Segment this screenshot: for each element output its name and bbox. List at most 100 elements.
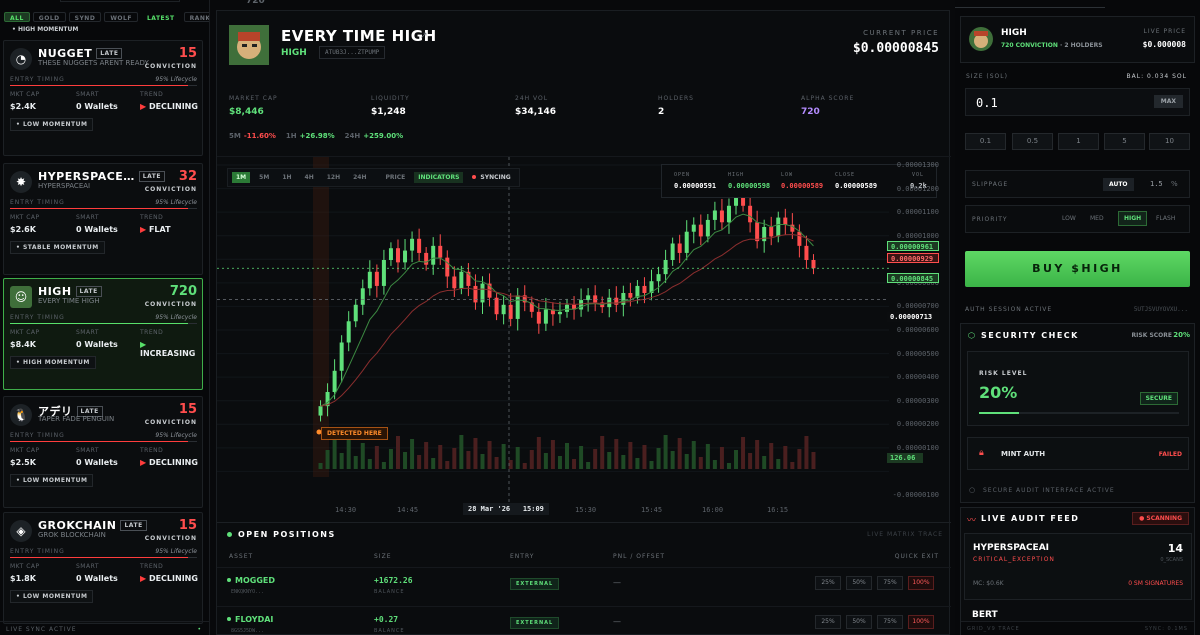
risk-level-label: RISK LEVEL [979,370,1028,377]
trend-value: ▶ DECLINING [140,102,198,111]
live-dot-icon [227,532,232,537]
candle-body [719,210,724,223]
slippage-auto-button[interactable]: AUTO [1103,178,1134,191]
audit-next-item[interactable]: BERT [972,610,998,620]
chart-toolbar: 1M 5M 1H 4H 12H 24H PRICE INDICATORS SYN… [227,168,520,187]
candle-body [656,274,661,282]
coin-name: HIGH LATE [38,285,102,298]
filter-synd[interactable]: SYND [68,12,102,22]
filter-gold[interactable]: GOLD [32,12,66,22]
timeframe-1h[interactable]: 1H [282,174,292,181]
mkt-cap-label: MKT CAP [10,91,40,98]
token-avatar [229,25,269,65]
exit-25-button[interactable]: 25% [815,576,841,590]
preset-10[interactable]: 10 [1149,133,1190,150]
timeframe-4h[interactable]: 4H [304,174,314,181]
circle-icon: ○ [969,486,976,494]
preset-0-5[interactable]: 0.5 [1012,133,1053,150]
timeframe-1m[interactable]: 1M [232,172,251,183]
header-asset: ASSET [229,553,254,560]
filter-latest[interactable]: LATEST [146,15,175,22]
exit-100-button[interactable]: 100% [908,615,934,629]
token-header: EVERY TIME HIGH ↗ HIGH ATUB3J...ZTPUMP C… [217,11,951,151]
exit-25-button[interactable]: 25% [815,615,841,629]
token-address[interactable]: ATUB3J...ZTPUMP [319,46,386,59]
preset-5[interactable]: 5 [1104,133,1145,150]
coin-name: GROKCHAIN LATE [38,519,147,532]
volume-bar [649,461,654,469]
volume-bar [501,444,506,469]
candle-body [515,295,520,319]
slippage-input[interactable]: 1.5 [1150,180,1163,188]
preset-0-1[interactable]: 0.1 [965,133,1006,150]
filter-wolf[interactable]: WOLF [104,12,138,22]
price-chart[interactable]: 1M 5M 1H 4H 12H 24H PRICE INDICATORS SYN… [217,156,951,518]
size-input[interactable]: 0.1 MAX [965,88,1190,116]
priority-low[interactable]: LOW [1062,215,1076,222]
ema-slow-line [320,233,814,407]
volume-bar [395,436,400,469]
priority-flash[interactable]: FLASH [1156,215,1176,222]
volume-bar [656,448,661,469]
exit-75-button[interactable]: 75% [877,615,903,629]
coin-card-grok-blockchain[interactable]: ◈ GROKCHAIN LATE GROK BLOCKCHAIN 15 CONVICTIO… [3,512,203,624]
coin-card-every-time-high[interactable]: ☺ HIGH LATE EVERY TIME HIGH 720 CONVICTION ENT… [3,278,203,390]
y-tick-label: 0.00001300 [896,161,939,169]
candle-body [480,283,485,303]
coin-name: アデリ LATE [38,403,103,419]
position-row[interactable]: MOGGED ENKQKNYO... +1672.26 BALANCE EXTE… [217,567,951,605]
filter-all[interactable]: ALL [4,12,30,22]
candle-body [536,311,541,324]
detected-here-marker[interactable]: DETECTED HERE [321,427,388,440]
candlestick-chart[interactable] [217,157,951,519]
candle-body [445,257,450,277]
coin-card-hyperspaceai[interactable]: ✸ HYPERSPACE… LATE HYPERSPACEAI 32 CONVICTION… [3,163,203,275]
candle-body [642,285,647,293]
exit-100-button[interactable]: 100% [908,576,934,590]
audit-item[interactable]: HYPERSPACEAI CRITICAL_EXCEPTION 14 0_SCA… [964,533,1192,600]
priority-med[interactable]: MED [1090,215,1104,222]
coin-card-taper-fade-penguin[interactable]: 🐧 アデリ LATE TAPER FADE PENGUIN 15 CONVICTION EN… [3,396,203,508]
exit-75-button[interactable]: 75% [877,576,903,590]
exit-50-button[interactable]: 50% [846,615,872,629]
entry-timing-label: ENTRY TIMING [10,548,65,555]
volume-bar [642,445,647,469]
timeframe-24h[interactable]: 24H [353,174,367,181]
conviction-score: 32 [178,169,197,184]
mkt-cap-value: $8.4K [10,340,36,349]
preset-1[interactable]: 1 [1058,133,1099,150]
timeframe-5m[interactable]: 5M [259,174,270,181]
volume-bar [466,451,471,469]
indicators-toggle[interactable]: INDICATORS [414,172,464,183]
x-tick-label: 14:30 [335,506,357,514]
detection-band [313,157,329,477]
lifecycle-bar [10,557,197,558]
volume-bar [734,450,739,469]
live-sync-footer: LIVE SYNC ACTIVE • [0,621,209,635]
late-badge: LATE [96,48,123,59]
volume-bar [790,462,795,469]
exit-50-button[interactable]: 50% [846,576,872,590]
position-row[interactable]: FLOYDAI 8GS5J5DW... +0.27 BALANCE EXTERN… [217,606,951,635]
candle-body [459,271,464,289]
late-badge: LATE [75,286,102,297]
stat-24h-volume: 24H VOL $34,146 [515,95,556,117]
buy-button[interactable]: BUY $HIGH [965,251,1190,287]
scanning-badge: ● SCANNING [1132,512,1189,525]
priority-high[interactable]: HIGH [1118,211,1148,226]
filter-rank[interactable]: RANK [183,12,209,22]
candle-body [790,224,795,232]
candle-body [586,295,591,301]
price-toggle[interactable]: PRICE [385,174,406,181]
timeframe-12h[interactable]: 12H [326,174,341,181]
volume-bar [557,456,562,469]
y-tick-label: 0.00001100 [896,208,939,217]
balance-label: BAL: 0.034 SOL [1126,73,1187,80]
open-positions-panel: OPEN POSITIONS LIVE MATRIX TRACE ASSET S… [217,522,951,635]
volume-bar [543,453,548,469]
volume-bar [705,444,710,469]
max-button[interactable]: MAX [1153,95,1183,108]
coin-card-these-nuggets-arent-ready[interactable]: ◔ NUGGET LATE THESE NUGGETS ARENT READY 15 CO… [3,40,203,156]
external-link-icon[interactable]: ↗ [420,31,428,41]
volume-bar [614,439,619,469]
